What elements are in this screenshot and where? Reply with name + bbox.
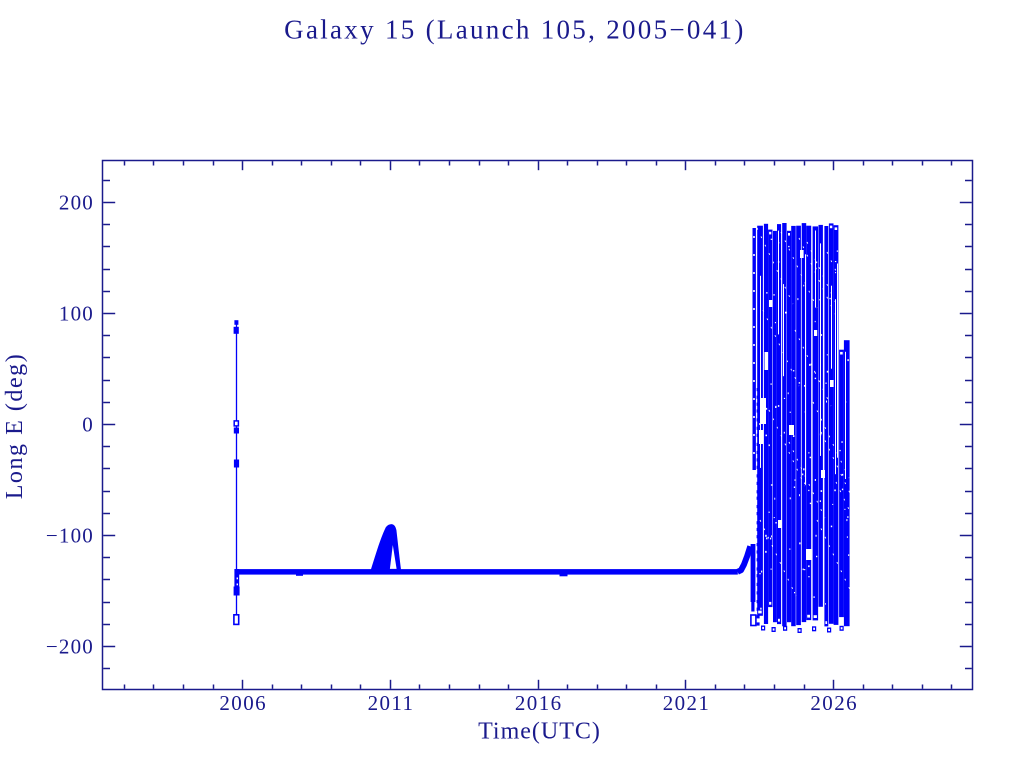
svg-text:Galaxy 15 (Launch 105, 2005−04: Galaxy 15 (Launch 105, 2005−041) — [284, 15, 746, 45]
svg-text:−200: −200 — [46, 634, 94, 658]
svg-text:100: 100 — [59, 301, 94, 325]
svg-text:2016: 2016 — [515, 691, 563, 715]
svg-text:2006: 2006 — [219, 691, 267, 715]
svg-text:2011: 2011 — [368, 691, 415, 715]
svg-text:−100: −100 — [46, 523, 94, 547]
svg-text:2021: 2021 — [663, 691, 711, 715]
svg-text:Long E (deg): Long E (deg) — [2, 353, 28, 500]
svg-text:Time(UTC): Time(UTC) — [478, 719, 601, 745]
svg-text:0: 0 — [82, 412, 94, 436]
svg-text:200: 200 — [59, 191, 94, 215]
svg-text:2026: 2026 — [810, 691, 858, 715]
